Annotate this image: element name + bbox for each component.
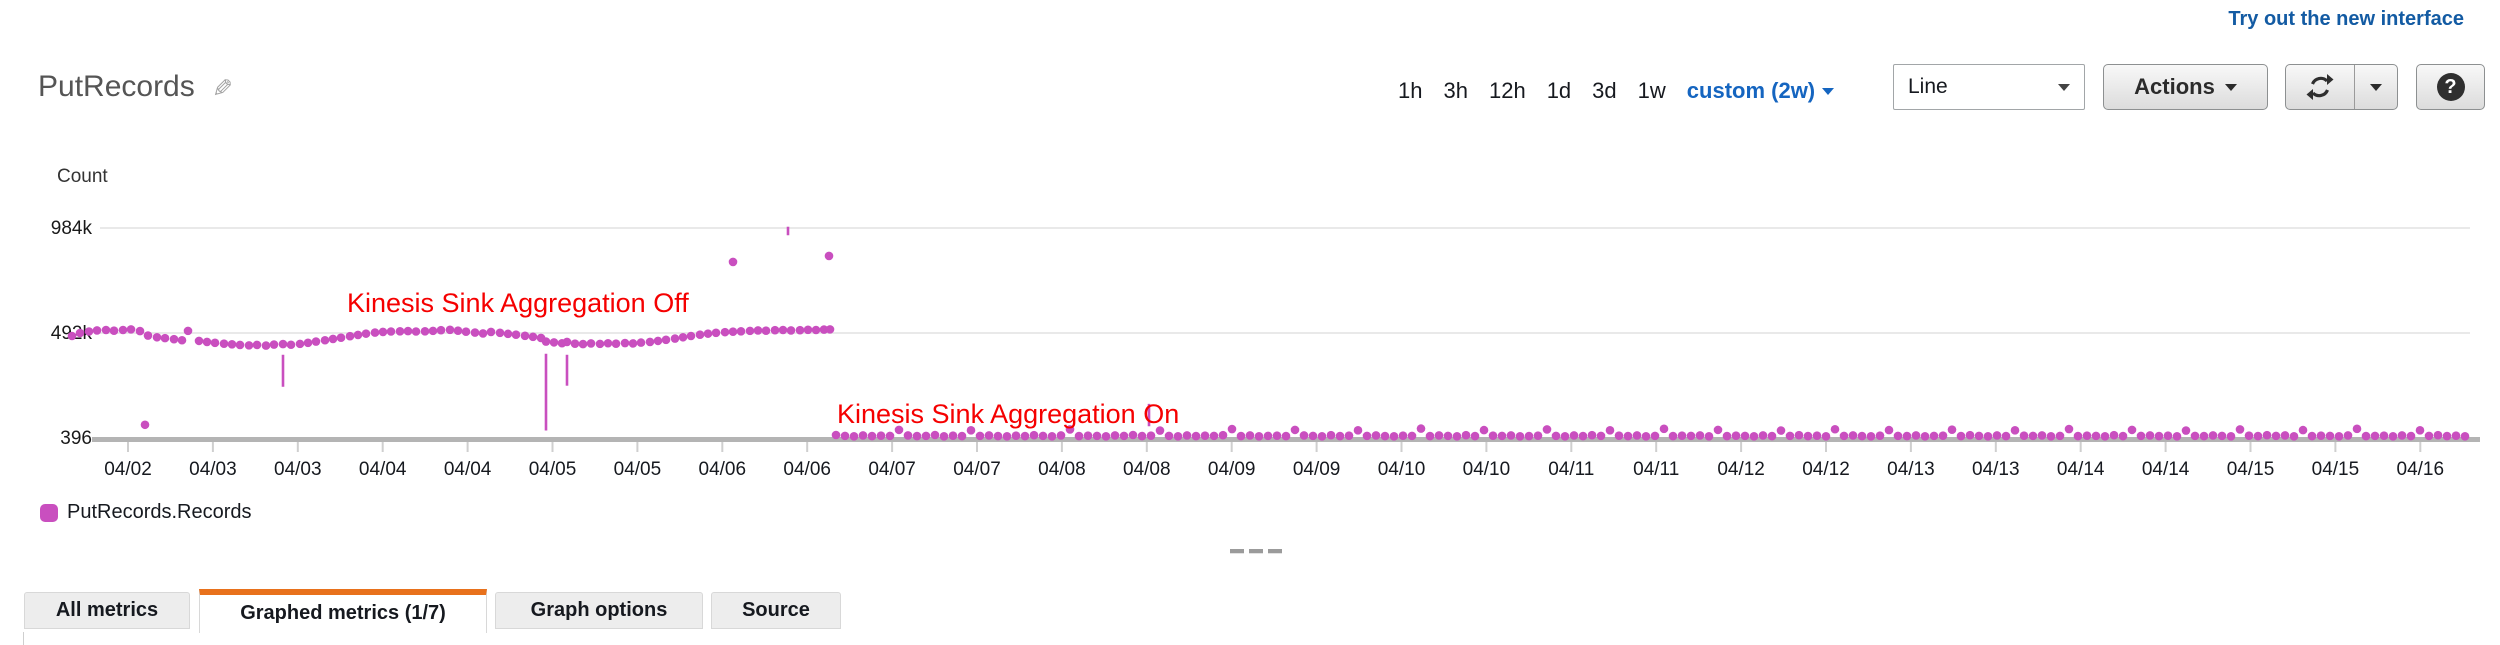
svg-text:04/07: 04/07 — [868, 459, 916, 480]
svg-text:04/11: 04/11 — [1548, 459, 1594, 480]
svg-text:04/04: 04/04 — [444, 459, 492, 480]
chevron-down-icon — [2058, 83, 2070, 91]
svg-text:04/06: 04/06 — [699, 459, 747, 480]
legend-item-putrecords-records[interactable]: PutRecords.Records — [40, 501, 252, 524]
actions-button[interactable]: Actions — [2103, 64, 2268, 110]
metric-chart-svg: 984k492k396Count04/0204/0304/0304/0404/0… — [51, 166, 2480, 480]
help-button[interactable]: ? — [2416, 64, 2485, 110]
time-range-selector: 1h 3h 12h 1d 3d 1w custom (2w) — [1398, 78, 1835, 104]
range-3h[interactable]: 3h — [1443, 78, 1468, 103]
chart-annotation-1: Kinesis Sink Aggregation On — [837, 399, 1180, 429]
range-1h[interactable]: 1h — [1398, 78, 1423, 103]
svg-text:396: 396 — [60, 428, 92, 449]
svg-text:Count: Count — [57, 166, 108, 187]
actions-label: Actions — [2134, 74, 2215, 99]
refresh-button[interactable] — [2286, 65, 2355, 109]
series-putrecords-records — [67, 226, 2470, 441]
tab-panel-left-border — [23, 632, 24, 645]
dash — [1230, 549, 1244, 554]
help-icon: ? — [2436, 73, 2465, 101]
chart-annotation-0: Kinesis Sink Aggregation Off — [347, 288, 689, 318]
svg-text:984k: 984k — [51, 218, 93, 239]
dash — [1249, 549, 1263, 554]
tab-graphed-metrics[interactable]: Graphed metrics (1/7) — [199, 589, 487, 633]
tab-all-metrics[interactable]: All metrics — [24, 592, 190, 629]
svg-text:04/09: 04/09 — [1293, 459, 1341, 480]
dash — [1268, 549, 1282, 554]
refresh-icon — [2306, 74, 2334, 100]
svg-text:04/06: 04/06 — [783, 459, 831, 480]
range-1w[interactable]: 1w — [1637, 78, 1666, 103]
range-custom-dropdown[interactable]: custom (2w) — [1686, 78, 1835, 104]
svg-text:04/12: 04/12 — [1717, 459, 1765, 480]
range-12h[interactable]: 12h — [1488, 78, 1526, 103]
svg-text:04/05: 04/05 — [529, 459, 577, 480]
chevron-down-icon — [2369, 83, 2382, 91]
chevron-down-icon — [2224, 83, 2237, 91]
svg-text:04/14: 04/14 — [2142, 459, 2190, 480]
svg-text:04/13: 04/13 — [1972, 459, 2020, 480]
range-custom-label: custom (2w) — [1686, 78, 1816, 103]
tab-source[interactable]: Source — [711, 592, 841, 629]
svg-text:04/14: 04/14 — [2057, 459, 2105, 480]
svg-text:04/02: 04/02 — [104, 459, 152, 480]
range-1d[interactable]: 1d — [1546, 78, 1572, 103]
legend-color-swatch — [40, 503, 58, 522]
legend-label: PutRecords.Records — [67, 501, 252, 523]
svg-text:04/09: 04/09 — [1208, 459, 1256, 480]
svg-text:04/03: 04/03 — [274, 459, 322, 480]
svg-text:04/08: 04/08 — [1038, 459, 1086, 480]
svg-text:04/07: 04/07 — [953, 459, 1001, 480]
chart-type-select[interactable]: Line — [1893, 64, 2085, 110]
svg-text:04/10: 04/10 — [1463, 459, 1511, 480]
svg-text:04/13: 04/13 — [1887, 459, 1935, 480]
svg-text:04/05: 04/05 — [614, 459, 662, 480]
range-3d[interactable]: 3d — [1592, 78, 1617, 103]
chart-type-value: Line — [1908, 75, 1948, 98]
svg-text:04/08: 04/08 — [1123, 459, 1171, 480]
svg-text:04/12: 04/12 — [1802, 459, 1850, 480]
svg-text:04/03: 04/03 — [189, 459, 237, 480]
try-new-interface-link[interactable]: Try out the new interface — [2228, 8, 2464, 30]
chart-canvas[interactable]: 984k492k396Count04/0204/0304/0304/0404/0… — [0, 0, 2500, 560]
svg-text:04/10: 04/10 — [1378, 459, 1426, 480]
refresh-options-button[interactable] — [2355, 65, 2397, 109]
svg-text:04/16: 04/16 — [2397, 459, 2445, 480]
svg-text:04/15: 04/15 — [2312, 459, 2360, 480]
svg-text:04/04: 04/04 — [359, 459, 407, 480]
svg-text:04/15: 04/15 — [2227, 459, 2275, 480]
tab-graph-options[interactable]: Graph options — [495, 592, 703, 629]
widget-title: PutRecords — [38, 70, 195, 103]
refresh-split-button — [2285, 64, 2398, 110]
drag-handle-icon[interactable] — [1230, 549, 1282, 554]
svg-text:04/11: 04/11 — [1633, 459, 1679, 480]
chevron-down-icon — [1822, 87, 1835, 95]
